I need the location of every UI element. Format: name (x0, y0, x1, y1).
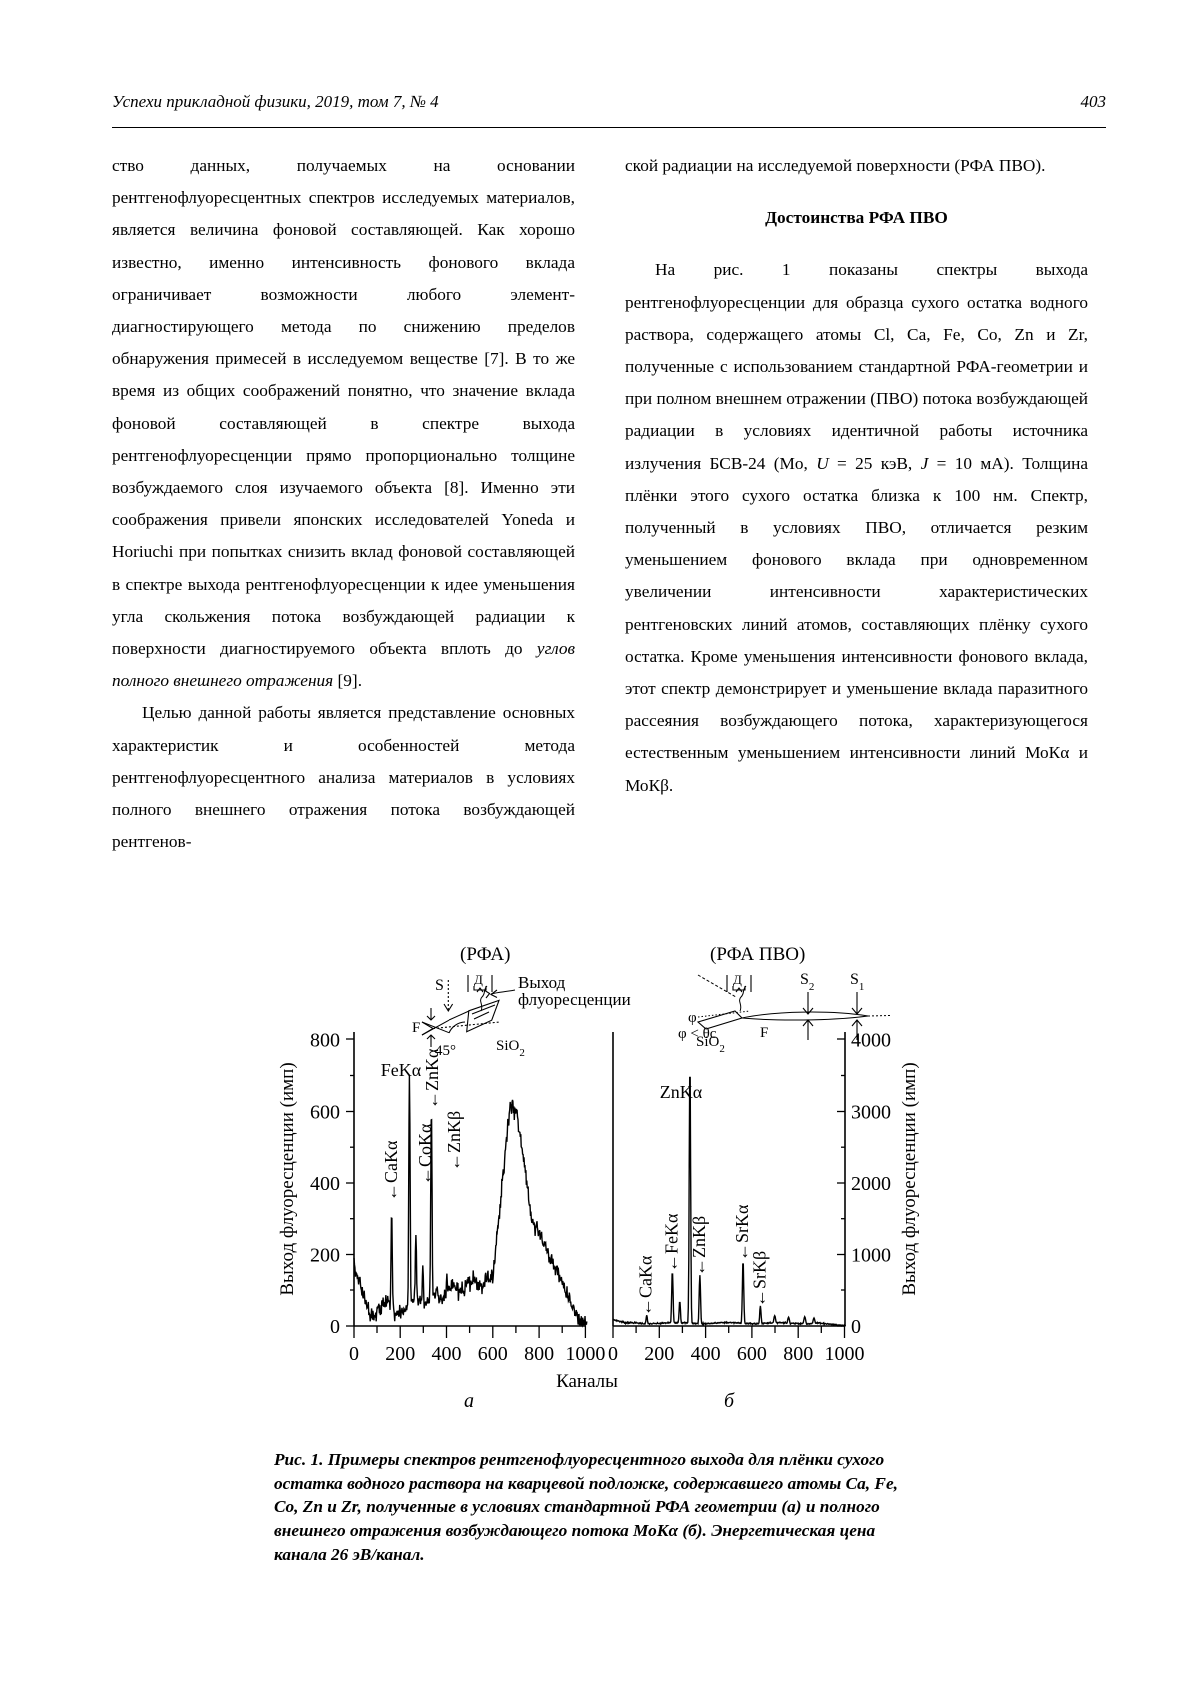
svg-text:1000: 1000 (825, 1343, 865, 1365)
svg-text:600: 600 (737, 1343, 767, 1365)
svg-text:2000: 2000 (851, 1173, 891, 1195)
svg-text:←SrKβ: ←SrKβ (749, 1251, 769, 1307)
svg-text:400: 400 (691, 1343, 721, 1365)
svg-text:S: S (435, 977, 444, 994)
svg-text:←ZnKβ: ←ZnKβ (689, 1216, 709, 1276)
svg-text:Каналы: Каналы (556, 1371, 618, 1392)
svg-text:800: 800 (310, 1030, 340, 1052)
svg-text:Д: Д (733, 972, 742, 987)
svg-text:а: а (464, 1390, 474, 1412)
svg-text:1000: 1000 (851, 1245, 891, 1267)
svg-text:(РФА): (РФА) (460, 944, 510, 965)
svg-text:45°: 45° (435, 1043, 456, 1059)
svg-text:0: 0 (851, 1316, 861, 1338)
svg-text:600: 600 (478, 1343, 508, 1365)
svg-text:200: 200 (644, 1343, 674, 1365)
svg-text:0: 0 (330, 1316, 340, 1338)
svg-text:SiO2: SiO2 (496, 1038, 525, 1059)
svg-text:φ < θc: φ < θc (678, 1026, 717, 1042)
svg-text:S2: S2 (800, 971, 814, 993)
svg-text:400: 400 (310, 1173, 340, 1195)
svg-text:S1: S1 (850, 971, 864, 993)
svg-text:0: 0 (349, 1343, 359, 1365)
svg-text:FeKα: FeKα (381, 1060, 422, 1080)
svg-text:б: б (724, 1390, 735, 1412)
svg-text:3000: 3000 (851, 1102, 891, 1124)
svg-text:4000: 4000 (851, 1030, 891, 1052)
svg-text:1000: 1000 (565, 1343, 605, 1365)
svg-text:F: F (760, 1025, 768, 1041)
svg-text:F: F (412, 1020, 420, 1036)
svg-text:Д: Д (474, 972, 483, 987)
svg-text:600: 600 (310, 1102, 340, 1124)
svg-text:0: 0 (608, 1343, 618, 1365)
svg-text:ZnKα: ZnKα (660, 1082, 703, 1102)
svg-text:←CaKα: ←CaKα (381, 1140, 401, 1201)
svg-text:Выход флуоресценции (имп): Выход флуоресценции (имп) (277, 1062, 298, 1295)
svg-text:800: 800 (524, 1343, 554, 1365)
svg-text:400: 400 (432, 1343, 462, 1365)
svg-text:800: 800 (783, 1343, 813, 1365)
svg-text:(РФА ПВО): (РФА ПВО) (710, 944, 805, 965)
svg-text:φ: φ (688, 1010, 697, 1026)
svg-text:Выход флуоресценции (имп): Выход флуоресценции (имп) (899, 1062, 920, 1295)
svg-text:флуоресценции: флуоресценции (518, 990, 631, 1009)
svg-text:200: 200 (310, 1245, 340, 1267)
svg-text:←CaKα: ←CaKα (636, 1255, 656, 1316)
svg-text:200: 200 (385, 1343, 415, 1365)
svg-text:←ZnKβ: ←ZnKβ (444, 1111, 464, 1171)
svg-text:←FeKα: ←FeKα (661, 1213, 681, 1272)
